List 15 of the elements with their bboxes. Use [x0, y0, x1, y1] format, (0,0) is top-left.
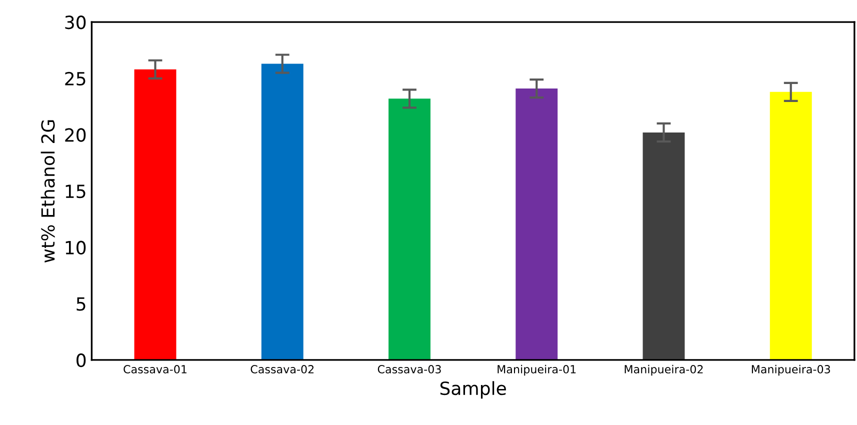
y-tick-label: 5 — [76, 297, 86, 311]
y-tick-label: 10 — [66, 240, 86, 254]
y-tick-label: 30 — [65, 16, 86, 30]
y-tick-label: 0 — [76, 353, 86, 368]
x-axis-title: Sample — [440, 381, 506, 399]
x-tick-label: Cassava-01 — [124, 365, 186, 374]
y-tick-label: 25 — [65, 72, 86, 86]
y-tick-label: 15 — [66, 184, 86, 198]
x-tick-label: Manipueira-01 — [498, 364, 576, 376]
y-axis-title: wt% Ethanol 2G — [40, 120, 55, 263]
y-tick-label: 20 — [65, 128, 86, 142]
x-tick-label: Manipueira-03 — [752, 364, 830, 376]
x-tick-label: Cassava-03 — [378, 365, 441, 374]
x-tick-label: Manipueira-02 — [624, 364, 703, 376]
x-tick-label: Cassava-02 — [250, 365, 314, 374]
